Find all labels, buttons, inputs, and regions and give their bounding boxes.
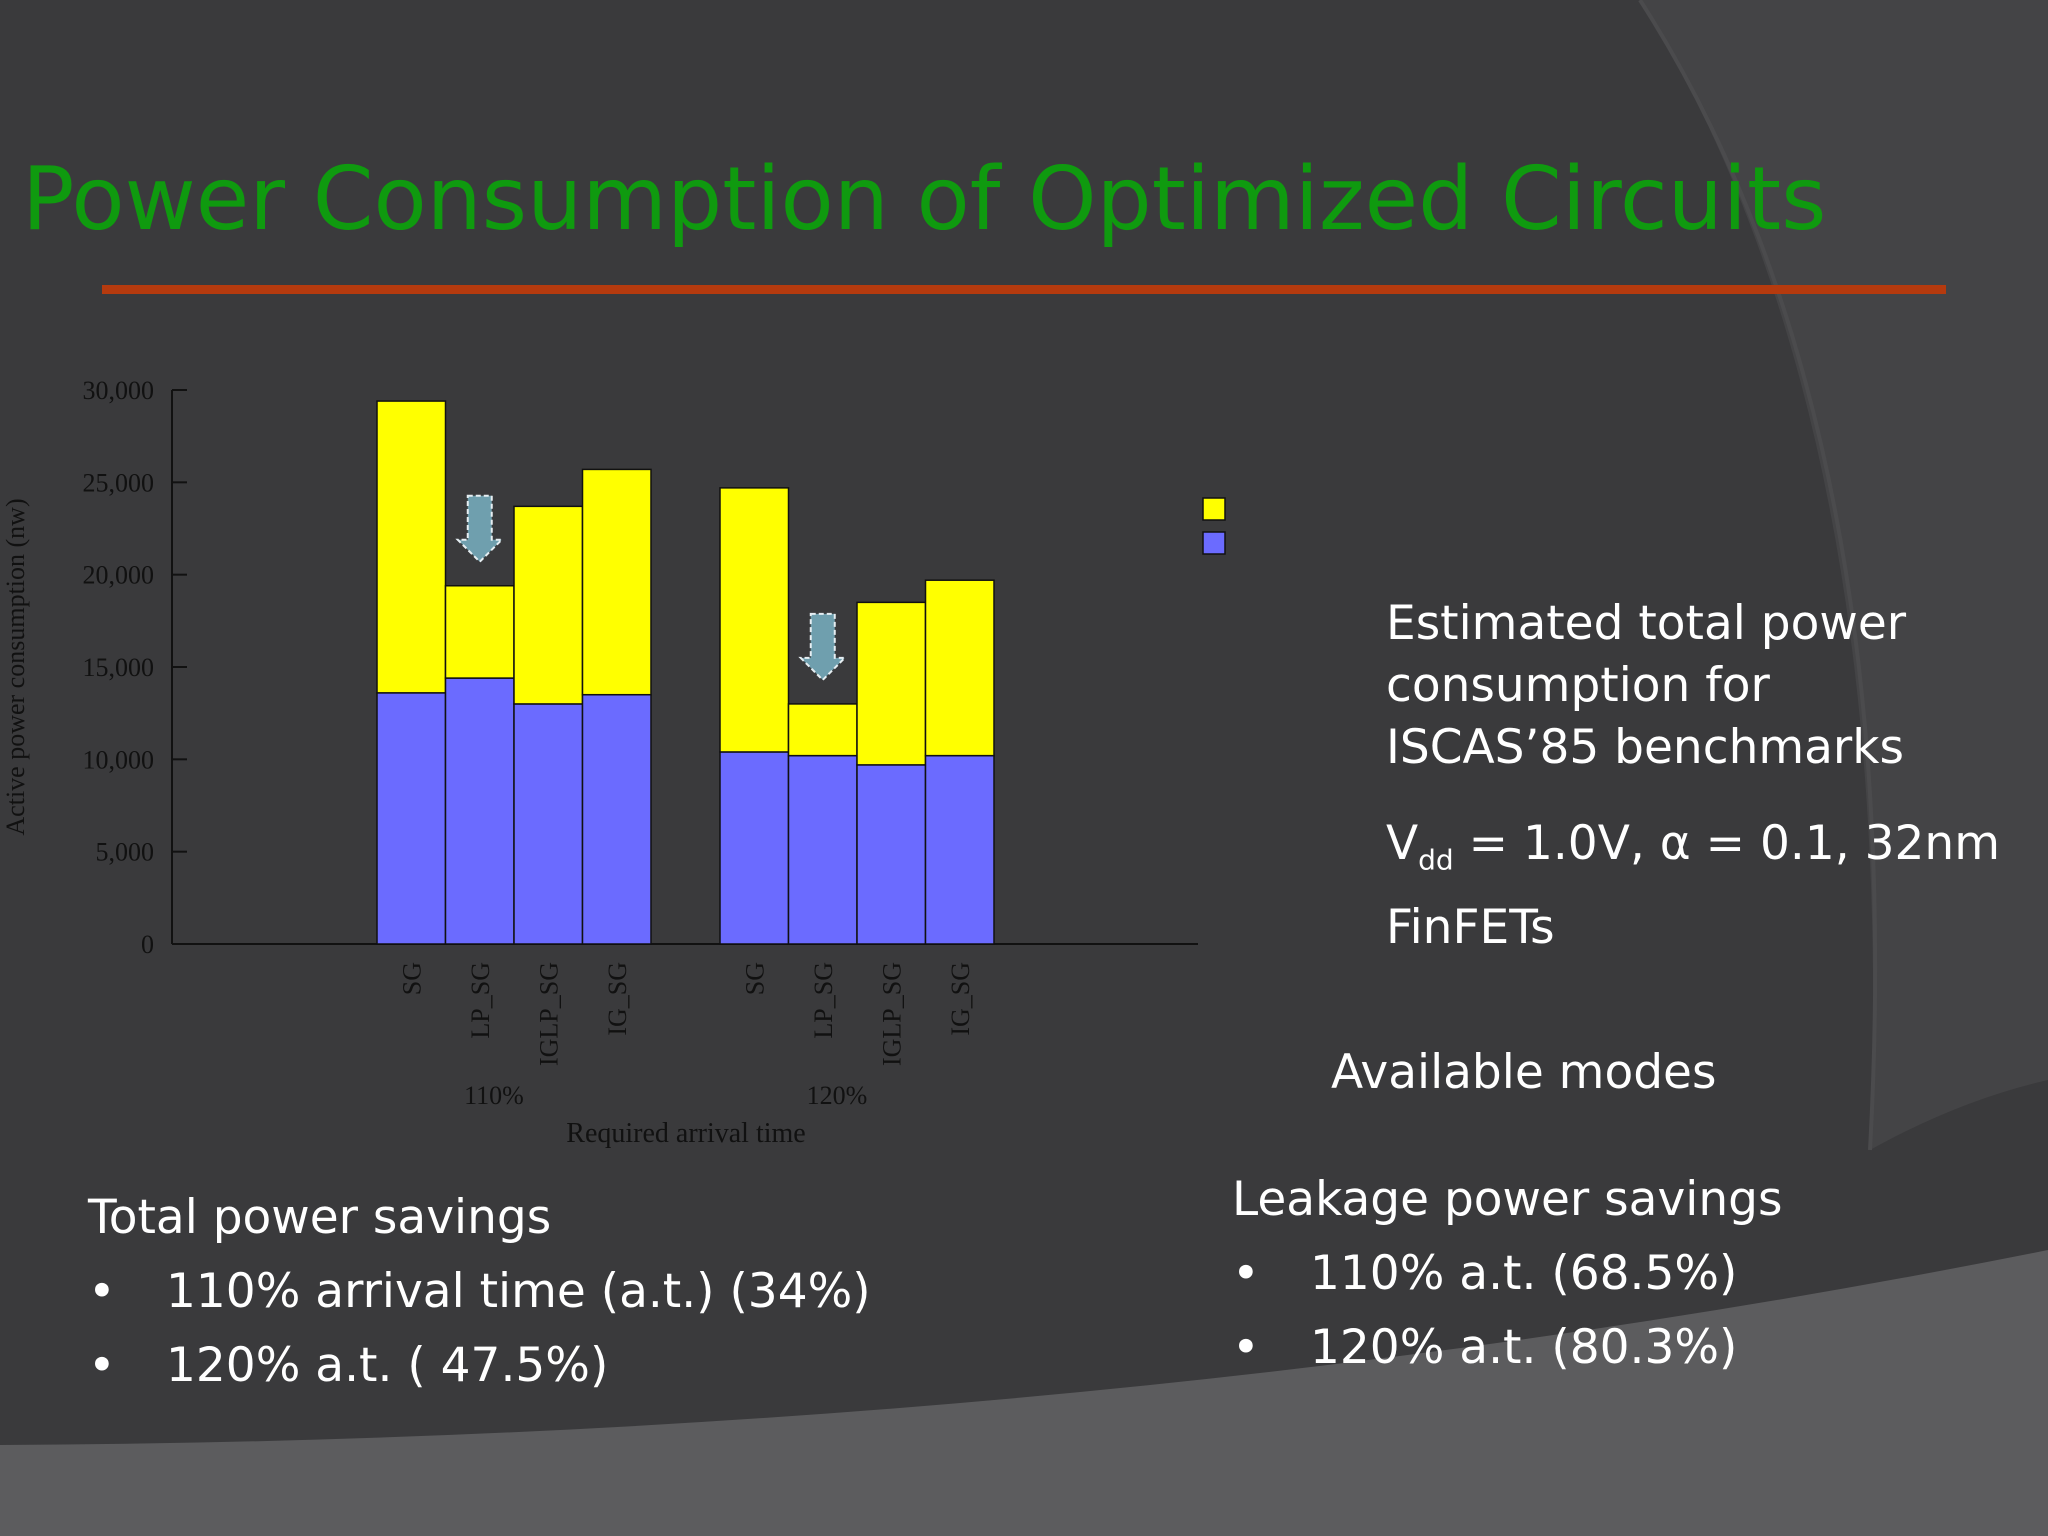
bar-dynamic-power (787, 754, 858, 945)
x-category-label: IG_SG (603, 962, 632, 1036)
estimated-line-1: Estimated total power (1386, 596, 1907, 651)
bar-leakage-power (924, 579, 995, 757)
down-arrow-annotation (798, 612, 848, 682)
bar-dynamic-power (856, 764, 927, 945)
finfet-line: FinFETs (1386, 900, 1555, 956)
x-axis-label: Required arrival time (566, 1118, 805, 1149)
total-bullet-2: • (88, 1338, 116, 1393)
x-category-label: IGLP_SG (877, 962, 906, 1066)
slide-title: Power Consumption of Optimized Circuits (22, 148, 1827, 250)
leakage-bullet-1: • (1232, 1246, 1260, 1301)
bar-leakage-power (856, 601, 927, 766)
x-group-label: 120% (807, 1081, 868, 1110)
bar-leakage-power (513, 505, 584, 705)
x-group-label: 110% (464, 1081, 524, 1110)
estimated-power-text: Estimated total power consumption for IS… (1386, 593, 1906, 779)
x-category-label: LP_SG (466, 962, 495, 1039)
total-savings-heading: Total power savings (88, 1190, 552, 1245)
y-tick-label: 0 (141, 930, 154, 959)
y-tick-label: 20,000 (83, 561, 155, 590)
x-category-label: IG_SG (946, 962, 975, 1036)
total-savings-item-2: 120% a.t. ( 47.5%) (166, 1338, 609, 1393)
y-axis-label: Active power consumption (nw) (1, 498, 30, 835)
x-category-label: IGLP_SG (534, 962, 563, 1066)
vdd-subscript: dd (1418, 843, 1454, 877)
bar-leakage-power (444, 584, 515, 679)
leakage-savings-item-1: 110% a.t. (68.5%) (1310, 1246, 1738, 1301)
legend-swatch (1202, 531, 1226, 555)
bar-dynamic-power (924, 754, 995, 945)
stacked-bar-chart: 0 5,000 10,000 15,000 20,000 25,000 30,000 Acti… (0, 360, 1230, 1170)
bar-dynamic-power (444, 677, 515, 945)
estimated-line-3: ISCAS’85 benchmarks (1386, 720, 1904, 775)
vdd-symbol: V (1386, 816, 1419, 871)
y-tick-label: 30,000 (83, 376, 155, 405)
leakage-savings-item-2: 120% a.t. (80.3%) (1310, 1320, 1738, 1375)
x-category-label: LP_SG (809, 962, 838, 1039)
bar-dynamic-power (513, 703, 584, 945)
bar-leakage-power (719, 487, 790, 753)
legend-swatch (1202, 497, 1226, 521)
x-category-label: SG (740, 962, 769, 995)
title-divider (102, 285, 1946, 294)
leakage-savings-heading: Leakage power savings (1232, 1172, 1783, 1227)
bar-leakage-power (376, 400, 447, 694)
plot-area (172, 390, 1198, 944)
available-modes-label: Available modes (1331, 1045, 1717, 1100)
conditions-text: Vdd = 1.0V, α = 0.1, 32nm FinFETs (1386, 810, 2000, 962)
down-arrow-annotation (455, 494, 505, 564)
leakage-bullet-2: • (1232, 1320, 1260, 1375)
bar-dynamic-power (719, 751, 790, 945)
y-tick-label: 5,000 (96, 838, 155, 867)
bar-leakage-power (581, 468, 652, 696)
total-bullet-1: • (88, 1264, 116, 1319)
y-tick-label: 10,000 (83, 745, 155, 774)
y-tick-label: 15,000 (83, 653, 155, 682)
bar-dynamic-power (376, 692, 447, 945)
estimated-line-2: consumption for (1386, 658, 1770, 713)
total-savings-item-1: 110% arrival time (a.t.) (34%) (166, 1264, 871, 1319)
vdd-values: = 1.0V, α = 0.1, 32nm (1453, 816, 2000, 871)
bar-leakage-power (787, 703, 858, 757)
bar-dynamic-power (581, 693, 652, 945)
x-category-label: SG (397, 962, 426, 995)
y-tick-label: 25,000 (83, 468, 155, 497)
